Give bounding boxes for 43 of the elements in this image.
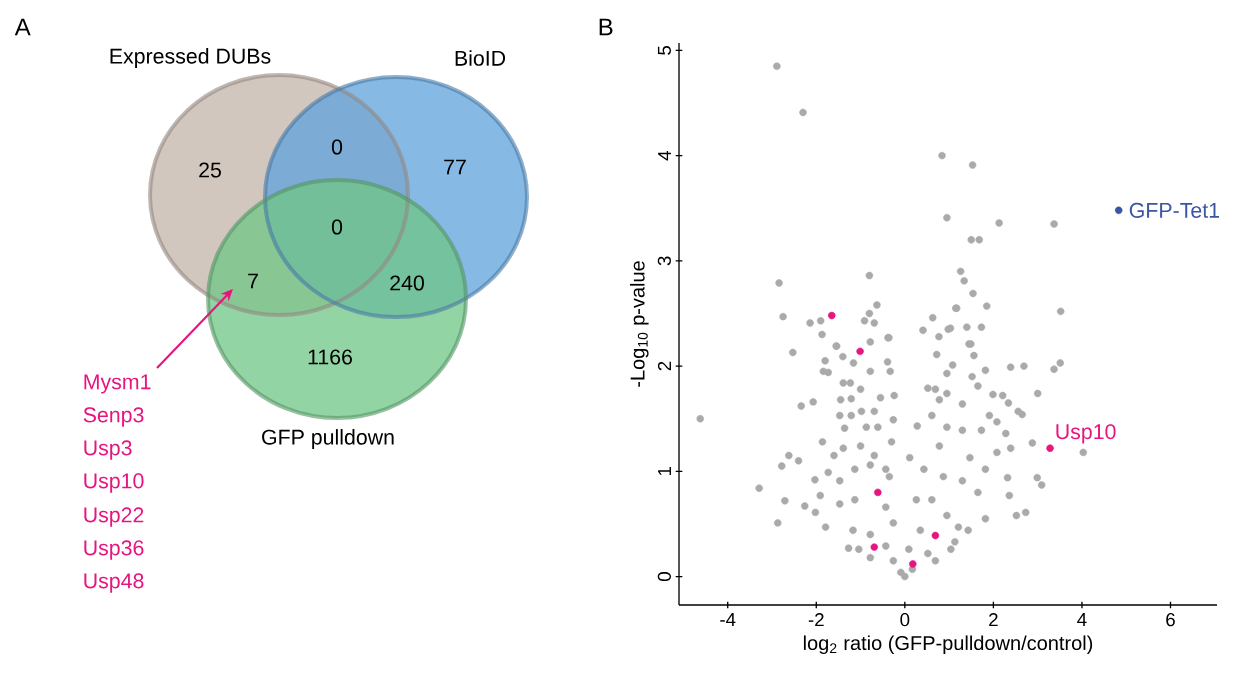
text: Usp3 bbox=[84, 440, 132, 460]
point bbox=[1114, 206, 1123, 215]
y-tick-label: 3 bbox=[657, 256, 671, 266]
x-tick-label: -2 bbox=[808, 613, 824, 627]
text: 25 bbox=[199, 162, 221, 178]
point bbox=[828, 311, 836, 320]
y-tick-label: 2 bbox=[657, 361, 671, 371]
annotation: Usp10 bbox=[1056, 424, 1116, 444]
point bbox=[856, 347, 864, 356]
x-tick-label: 4 bbox=[1077, 613, 1087, 626]
point bbox=[909, 560, 917, 568]
y-tick-label: 1 bbox=[658, 467, 671, 476]
x-tick-label: 2 bbox=[989, 613, 998, 627]
y-tick-label: 4 bbox=[658, 150, 671, 161]
y-axis-title: -Log$_{10}$ p-value bbox=[629, 261, 649, 387]
x-tick-label: -4 bbox=[720, 613, 736, 626]
text: Usp36 bbox=[84, 540, 144, 560]
text: 7 bbox=[248, 273, 258, 289]
chart-title: B bbox=[599, 18, 613, 36]
text: Usp48 bbox=[84, 573, 144, 593]
text: 77 bbox=[444, 159, 466, 175]
series-label: GFP-Tet1 bbox=[1129, 202, 1219, 218]
text: Usp10 bbox=[84, 473, 144, 493]
point bbox=[1046, 444, 1054, 452]
text: 1166 bbox=[308, 349, 352, 365]
x-tick-label: 0 bbox=[900, 613, 910, 627]
x-axis-title: log$_{2}$ ratio (GFP-pulldown/control) bbox=[803, 635, 1093, 655]
y-tick-label: 0 bbox=[657, 572, 671, 582]
point bbox=[931, 531, 940, 540]
category-label: BioID bbox=[455, 50, 506, 66]
point bbox=[874, 488, 882, 497]
text: Senp3 bbox=[83, 407, 144, 427]
x-tick-label: 6 bbox=[1166, 613, 1175, 627]
text: Mysm1 bbox=[84, 374, 151, 394]
text: 0 bbox=[331, 219, 343, 235]
category-label: Expressed DUBs bbox=[110, 48, 271, 68]
text: 0 bbox=[331, 139, 343, 155]
text: Usp22 bbox=[84, 507, 144, 527]
text: A bbox=[14, 18, 31, 36]
text: 240 bbox=[390, 275, 424, 291]
category-label: GFP pulldown bbox=[262, 429, 394, 449]
point bbox=[870, 543, 879, 551]
y-tick-label: 5 bbox=[657, 45, 671, 55]
